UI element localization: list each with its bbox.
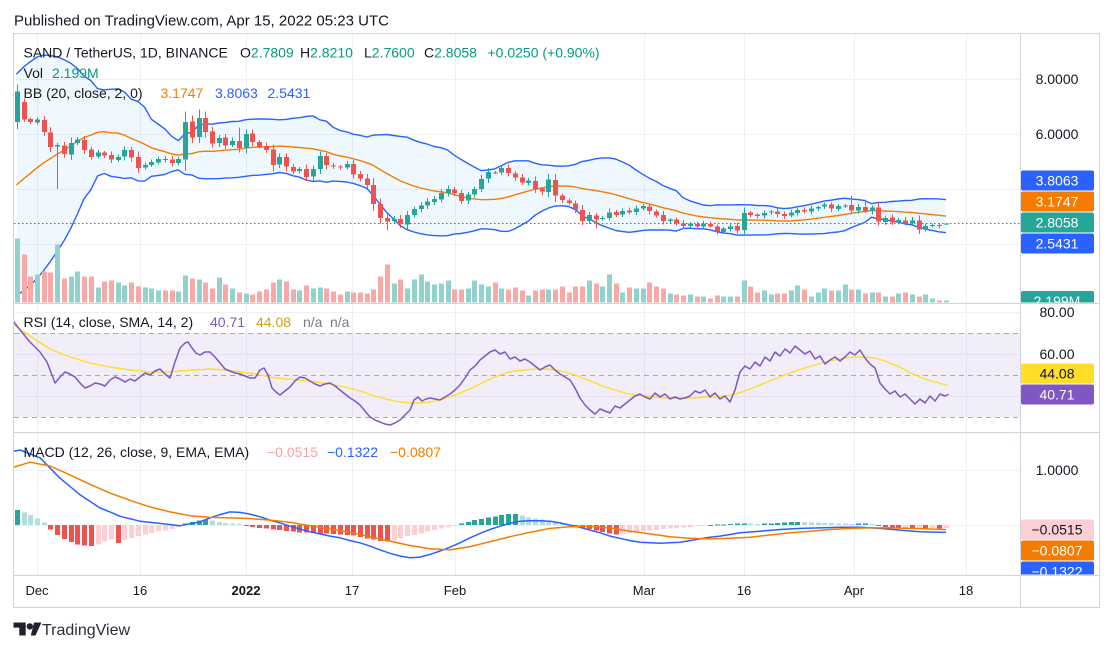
svg-text:3.8063: 3.8063 bbox=[1036, 173, 1079, 189]
svg-text:Mar: Mar bbox=[633, 583, 656, 598]
svg-text:2022: 2022 bbox=[232, 583, 261, 598]
svg-text:1.0000: 1.0000 bbox=[1036, 462, 1079, 478]
svg-text:−0.0515: −0.0515 bbox=[1032, 522, 1083, 538]
svg-text:2.199M: 2.199M bbox=[1034, 293, 1081, 309]
svg-text:16: 16 bbox=[133, 583, 147, 598]
svg-text:17: 17 bbox=[345, 583, 359, 598]
svg-text:18: 18 bbox=[959, 583, 973, 598]
svg-text:6.0000: 6.0000 bbox=[1036, 126, 1079, 142]
svg-text:2.8058: 2.8058 bbox=[1036, 215, 1079, 231]
svg-text:−0.1322: −0.1322 bbox=[1032, 564, 1083, 580]
svg-text:MACD (12, 26, close, 9, EMA, E: MACD (12, 26, close, 9, EMA, EMA) −0.0515… bbox=[24, 444, 442, 460]
svg-text:Apr: Apr bbox=[844, 583, 865, 598]
svg-text:TradingView: TradingView bbox=[42, 622, 130, 639]
svg-text:RSI (14, close, SMA, 14, 2)40.: RSI (14, close, SMA, 14, 2) 40.71 44.08 n/a… bbox=[24, 314, 350, 330]
svg-text:Published on TradingView.com,: Published on TradingView.com, Apr 15, 20… bbox=[14, 13, 389, 30]
svg-text:Dec: Dec bbox=[25, 583, 49, 598]
svg-text:16: 16 bbox=[737, 583, 751, 598]
svg-text:Feb: Feb bbox=[444, 583, 466, 598]
svg-text:−0.0807: −0.0807 bbox=[1032, 543, 1083, 559]
svg-text:8.0000: 8.0000 bbox=[1036, 71, 1079, 87]
svg-text:2.5431: 2.5431 bbox=[1036, 236, 1079, 252]
svg-text:40.71: 40.71 bbox=[1039, 387, 1074, 403]
svg-text:60.00: 60.00 bbox=[1039, 346, 1074, 362]
svg-text:3.1747: 3.1747 bbox=[1036, 194, 1079, 210]
svg-text:44.08: 44.08 bbox=[1039, 366, 1074, 382]
svg-text:80.00: 80.00 bbox=[1039, 304, 1074, 320]
